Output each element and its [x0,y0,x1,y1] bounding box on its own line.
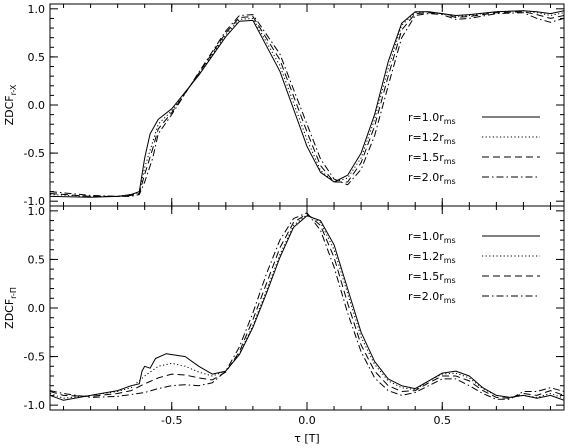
y-tick-label: -1.0 [24,399,45,412]
y-tick-label: -0.5 [24,147,45,160]
series-line-solid [50,10,564,198]
y-axis-label: ZDCFr-X [3,84,18,125]
legend-label: r=2.0rms [408,290,456,305]
legend-label-sub: ms [444,137,456,146]
series-line-dashed [50,213,564,399]
y-tick-label: -1.0 [24,195,45,208]
plot-frame [49,205,565,411]
y-tick-label: -0.5 [24,351,45,364]
y-tick-label: 0.5 [28,253,46,266]
x-axis-label: τ [T] [294,432,319,445]
legend-label-sub: ms [444,296,456,305]
series-line-dashed [50,11,564,197]
y-tick-label: 0.5 [28,51,46,64]
y-axis-label-main: ZDCF [3,299,16,329]
x-tick-label: 0.5 [434,414,452,427]
legend-label-main: r=1.0r [408,230,444,243]
legend-label: r=1.0rms [408,230,456,245]
legend-label: r=1.0rms [408,111,456,126]
series-line-solid [50,215,564,401]
legend-label-main: r=1.5r [408,270,444,283]
legend-label-main: r=1.2r [408,131,444,144]
y-tick-label: 1.0 [28,3,46,16]
legend-label-sub: ms [444,236,456,245]
legend-label-main: r=1.5r [408,151,444,164]
legend-label-sub: ms [444,276,456,285]
y-axis-label-main: ZDCF [3,95,16,125]
x-tick-label: 0.0 [298,414,316,427]
series-line-dotted [50,10,564,197]
plot-frame [49,3,565,207]
y-tick-label: 1.0 [28,205,46,218]
y-axis-label: ZDCFr-Π [3,287,18,329]
bottom-panel: -1.0 -0.5 0.0 0.5 1.0 -0.5 0.0 0.5 ZDCFr-Π τ [T] r… [3,205,565,445]
x-tick-label: -0.5 [161,414,182,427]
y-tick-label: 0.0 [28,302,46,315]
legend-label: r=1.5rms [408,151,456,166]
series-line-dotted [50,214,564,399]
legend-label: r=1.5rms [408,270,456,285]
legend-label-sub: ms [444,157,456,166]
legend-label: r=2.0rms [408,171,456,186]
legend-label-main: r=1.2r [408,250,444,263]
y-tick-label: 0.0 [28,99,46,112]
legend-label-main: r=1.0r [408,111,444,124]
top-panel: -1.0-0.50.00.51.0ZDCFr-Xr=1.0rmsr=1.2rms… [3,3,565,208]
legend-label-sub: ms [444,256,456,265]
y-axis-label-sub: r-X [9,84,18,95]
legend-label: r=1.2rms [408,250,456,265]
legend-label: r=1.2rms [408,131,456,146]
legend-label-sub: ms [444,177,456,186]
legend-label-main: r=2.0r [408,290,444,303]
y-axis-label-sub: r-Π [9,287,18,299]
legend-label-sub: ms [444,117,456,126]
series-line-dashdot [50,12,564,197]
series-line-dashdot [50,212,564,400]
legend-label-main: r=2.0r [408,171,444,184]
